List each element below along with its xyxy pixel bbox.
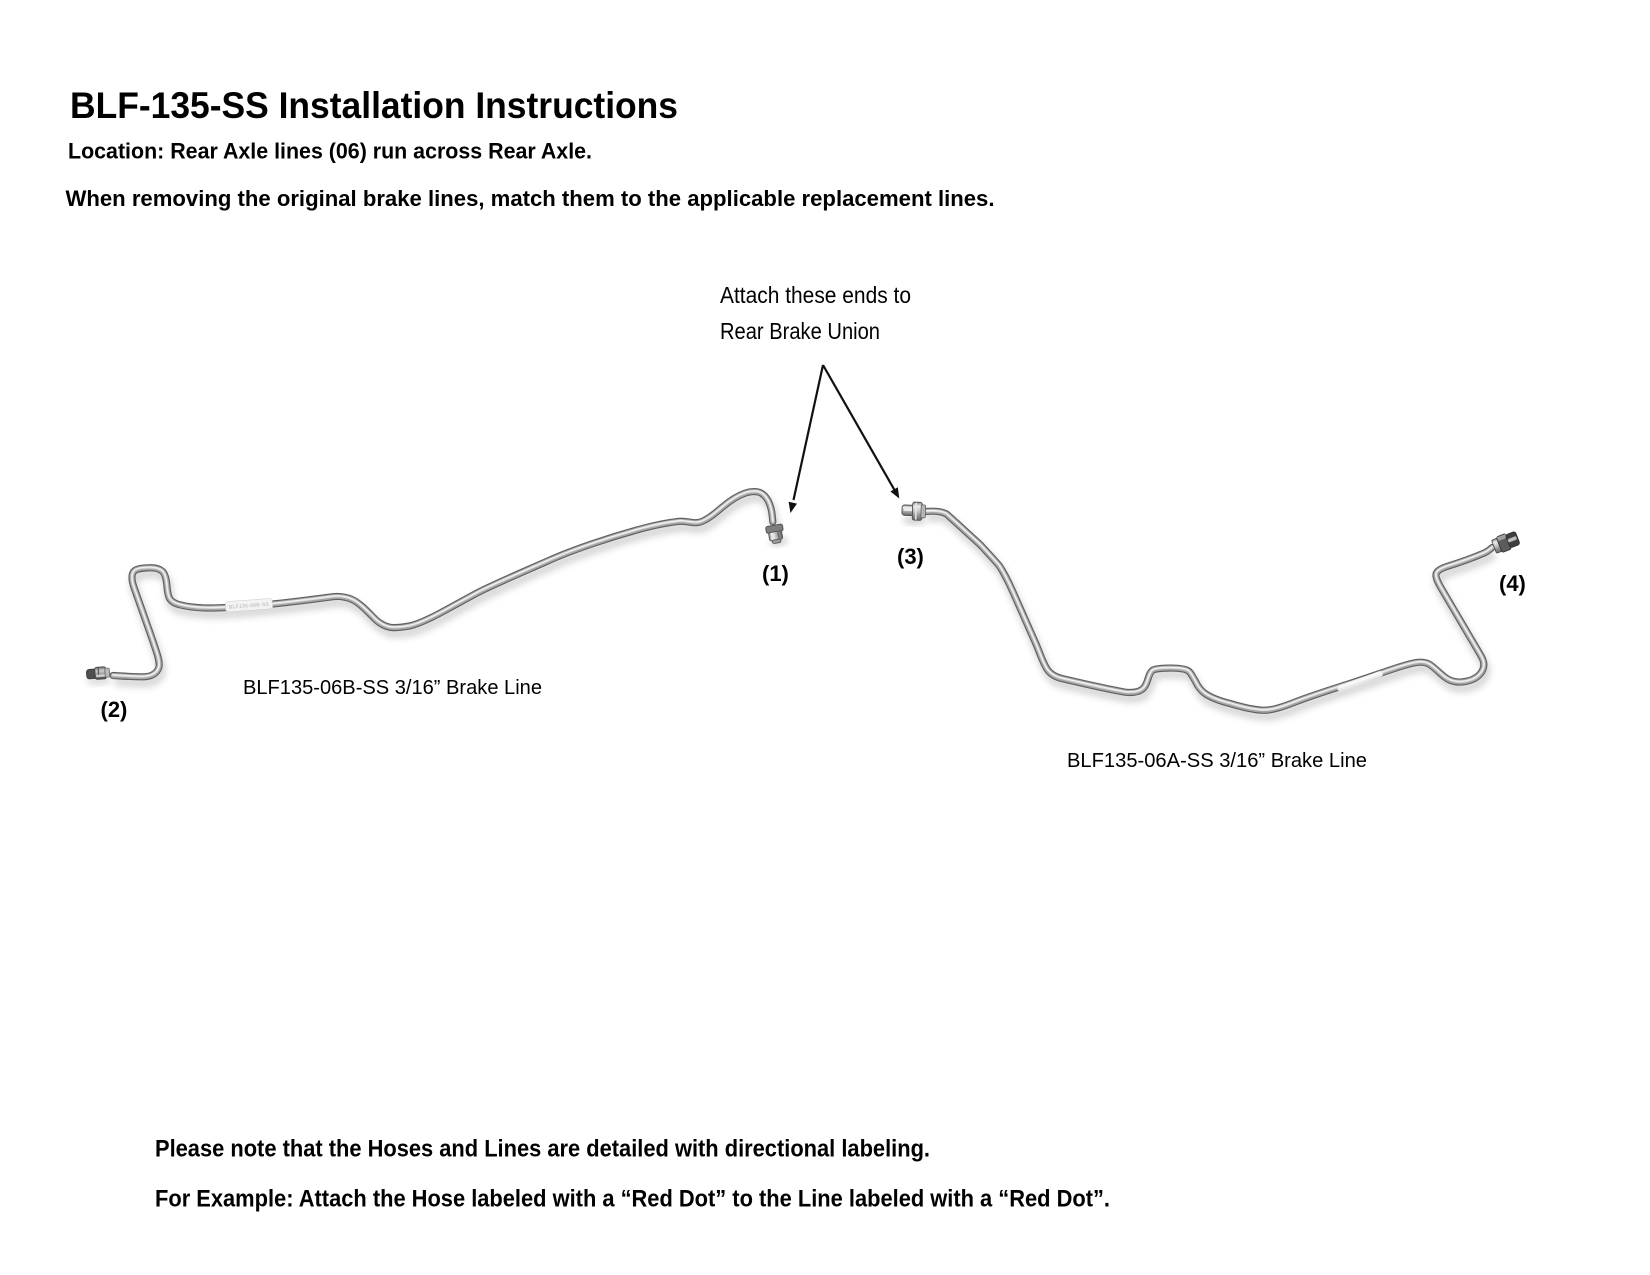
- svg-text:For Example: Attach the Hose l: For Example: Attach the Hose labeled wit…: [155, 1187, 1110, 1213]
- svg-text:(3): (3): [897, 544, 924, 569]
- svg-text:BLF135-06B-SS 3/16” Brake Line: BLF135-06B-SS 3/16” Brake Line: [243, 676, 542, 699]
- svg-text:Attach these ends to: Attach these ends to: [720, 282, 911, 308]
- svg-text:(4): (4): [1499, 571, 1526, 596]
- svg-text:Please note that the Hoses and: Please note that the Hoses and Lines are…: [155, 1137, 930, 1163]
- svg-text:Location: Rear Axle lines (06): Location: Rear Axle lines (06) run acros…: [68, 138, 592, 163]
- svg-text:BLF135-06A-SS 3/16” Brake Line: BLF135-06A-SS 3/16” Brake Line: [1067, 749, 1367, 772]
- svg-text:Rear Brake Union: Rear Brake Union: [720, 318, 880, 344]
- svg-text:BLF-135-SS Installation Instru: BLF-135-SS Installation Instructions: [70, 84, 678, 126]
- svg-text:(2): (2): [101, 697, 128, 722]
- svg-text:When removing the original bra: When removing the original brake lines, …: [66, 186, 995, 211]
- svg-text:(1): (1): [762, 561, 789, 586]
- svg-text:BLF135-06B-SS: BLF135-06B-SS: [229, 602, 270, 611]
